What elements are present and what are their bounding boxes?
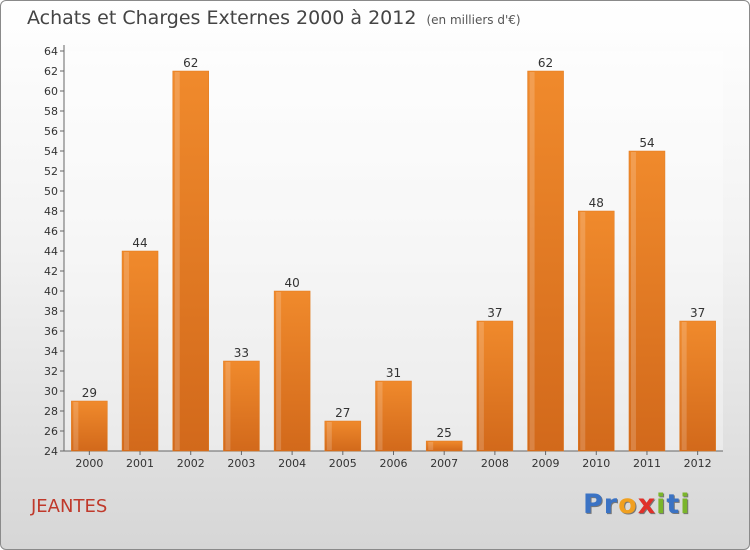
y-tick-label: 28 [44,405,58,418]
bar-highlight [377,382,383,450]
data-label: 62 [538,56,553,70]
logo-letter: P [583,489,604,520]
x-tick-label: 2008 [481,457,509,470]
bar [628,150,666,452]
x-tick-label: 2003 [227,457,255,470]
bar [527,70,564,452]
y-tick-label: 26 [44,425,58,438]
bar [273,290,311,452]
y-tick-label: 46 [44,225,58,238]
y-tick-label: 24 [44,445,58,458]
bar-highlight [276,292,282,450]
x-tick-label: 2007 [430,457,458,470]
y-tick-label: 40 [44,285,58,298]
y-tick-label: 62 [44,65,58,78]
data-label: 44 [132,236,147,250]
y-tick-label: 30 [44,385,58,398]
logo-letter: i [656,489,667,520]
bar [476,320,514,452]
bar-highlight [478,322,484,450]
y-tick-label: 56 [44,125,58,138]
logo-letter: i [680,489,691,520]
y-tick-label: 58 [44,105,58,118]
data-label: 48 [589,196,604,210]
data-label: 62 [183,56,198,70]
data-label: 27 [335,406,350,420]
bar [172,70,209,452]
x-tick-label: 2005 [329,457,357,470]
bar-highlight [225,362,231,450]
x-tick-label: 2012 [684,457,712,470]
logo-letter: r [603,489,619,520]
data-label: 29 [82,386,97,400]
y-tick-label: 38 [44,305,58,318]
y-tick-label: 60 [44,85,58,98]
town-name: JEANTES [31,496,108,517]
y-tick-label: 50 [44,185,58,198]
x-tick-label: 2002 [177,457,205,470]
y-tick-label: 32 [44,365,58,378]
chart-subtitle: (en milliers d'€) [426,13,521,27]
y-tick-label: 54 [44,145,58,158]
logo-letter: x [637,489,657,520]
chart-title-text: Achats et Charges Externes 2000 à 2012 [27,7,417,29]
bar-highlight [174,72,180,450]
data-label: 25 [437,426,452,440]
bar-highlight [529,72,535,450]
bar [223,360,260,452]
y-tick-label: 52 [44,165,58,178]
logo-letter: t [666,489,681,520]
proxiti-logo: Proxiti [583,489,691,520]
bar [375,380,412,452]
y-tick-label: 42 [44,265,58,278]
bar-highlight [428,442,434,450]
x-tick-label: 2009 [532,457,560,470]
y-tick-label: 36 [44,325,58,338]
chart-title: Achats et Charges Externes 2000 à 2012 (e… [27,7,521,29]
x-tick-label: 2000 [75,457,103,470]
bar-highlight [630,152,636,450]
bar-highlight [580,212,586,450]
data-label: 37 [690,306,705,320]
data-label: 37 [487,306,502,320]
y-tick-label: 64 [44,45,58,58]
x-tick-label: 2011 [633,457,661,470]
x-tick-label: 2004 [278,457,306,470]
bar-highlight [73,402,79,450]
data-label: 31 [386,366,401,380]
bar [578,210,615,452]
y-tick-label: 44 [44,245,58,258]
x-tick-label: 2001 [126,457,154,470]
bar-highlight [124,252,130,450]
y-tick-label: 34 [44,345,58,358]
x-tick-label: 2010 [582,457,610,470]
bar-highlight [326,422,332,450]
y-tick-label: 48 [44,205,58,218]
data-label: 40 [284,276,299,290]
data-label: 54 [639,136,654,150]
data-label: 33 [234,346,249,360]
bar-highlight [681,322,687,450]
x-tick-label: 2006 [380,457,408,470]
logo-letter: o [618,489,638,520]
